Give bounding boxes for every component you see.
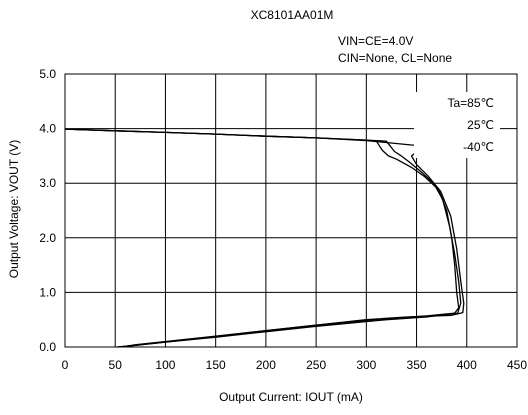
x-axis-ticks: 0 50 100 150 200 250 300 350 400 450 [62,358,528,372]
series-line-2 [64,128,465,348]
x-tick-label: 450 [507,358,527,372]
legend-entry-25: 25℃ [467,118,494,132]
y-tick-label: 0.0 [39,340,56,354]
x-tick-label: 400 [457,358,477,372]
y-tick-label: 3.0 [39,176,56,190]
legend-entry-minus40: -40℃ [463,140,494,154]
x-tick-label: 300 [356,358,376,372]
series-layer [64,128,465,348]
x-tick-label: 50 [109,358,123,372]
plot-area-frame [64,73,518,348]
x-tick-label: 100 [155,358,175,372]
x-axis-label: Output Current: IOUT (mA) [219,390,363,404]
legend: Ta=85℃ 25℃ -40℃ [414,92,500,158]
x-tick-label: 350 [407,358,427,372]
y-tick-label: 1.0 [39,285,56,299]
legend-background [414,92,500,158]
x-tick-label: 250 [306,358,326,372]
y-tick-label: 5.0 [39,67,56,81]
x-tick-label: 0 [62,358,69,372]
condition-line-2: CIN=None, CL=None [338,51,452,65]
grid [65,74,517,347]
y-tick-label: 2.0 [39,231,56,245]
x-tick-label: 200 [256,358,276,372]
y-tick-label: 4.0 [39,122,56,136]
chart-title: XC8101AA01M [251,8,334,22]
legend-entry-85: Ta=85℃ [447,96,494,110]
condition-line-1: VIN=CE=4.0V [338,34,413,48]
y-axis-label: Output Voltage: VOUT (V) [7,140,21,279]
x-tick-label: 150 [206,358,226,372]
y-axis-ticks: 0.0 1.0 2.0 3.0 4.0 5.0 [39,67,56,354]
